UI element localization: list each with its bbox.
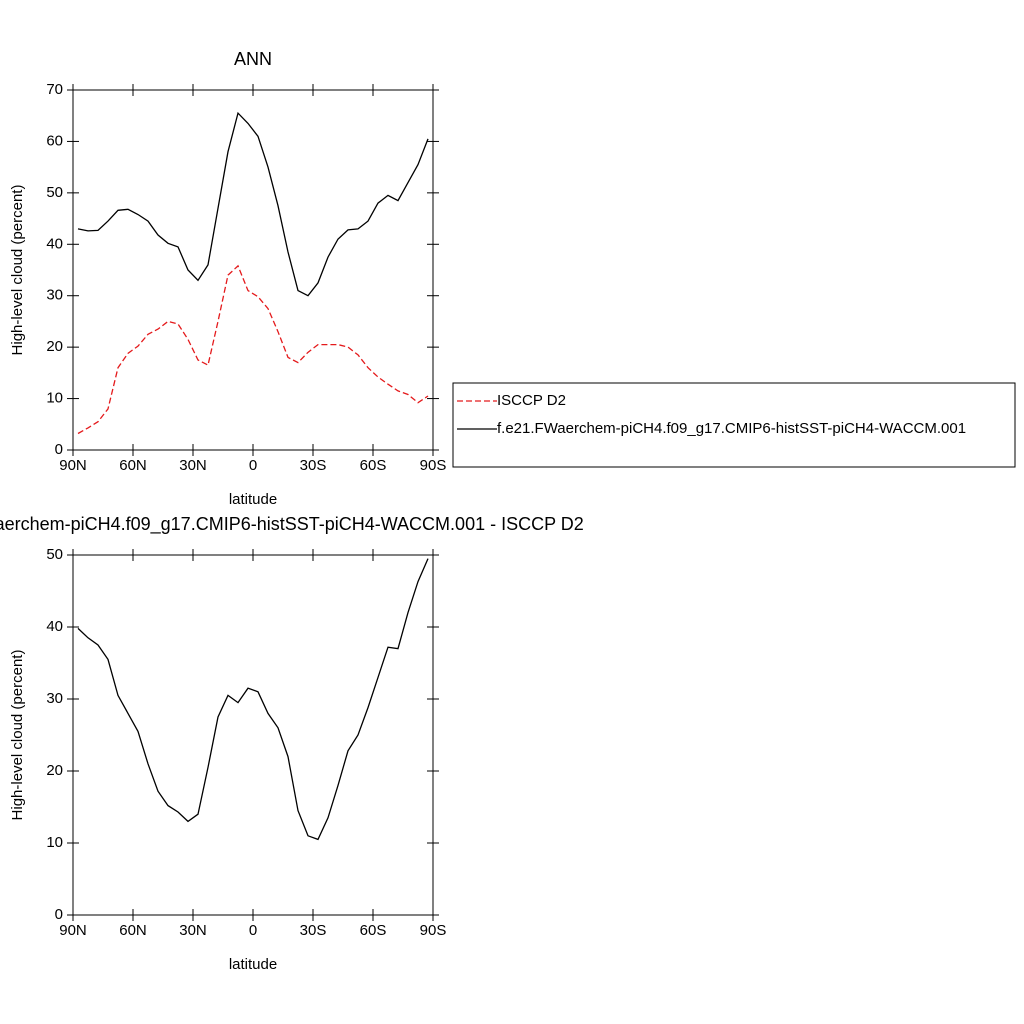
chart-title: f.e21.FWaerchem-piCH4.f09_g17.CMIP6-hist… [0,514,584,535]
x-tick-label: 60S [360,457,387,474]
x-tick-label: 30N [179,457,207,474]
y-tick-label: 30 [46,690,63,707]
x-tick-label: 90S [420,922,447,939]
y-tick-label: 70 [46,81,63,98]
legend-label: ISCCP D2 [497,392,566,409]
x-tick-label: 60N [119,457,147,474]
x-tick-label: 60S [360,922,387,939]
y-tick-label: 50 [46,546,63,563]
plot-frame [72,89,434,451]
x-tick-label: 0 [249,457,257,474]
y-tick-label: 0 [55,441,63,458]
legend-label: f.e21.FWaerchem-piCH4.f09_g17.CMIP6-hist… [497,420,966,437]
y-tick-label: 50 [46,184,63,201]
data-line [77,111,429,297]
y-tick-label: 20 [46,338,63,355]
data-line [77,264,429,435]
y-axis-label: High-level cloud (percent) [9,650,26,821]
y-axis-label: High-level cloud (percent) [9,185,26,356]
x-tick-label: 30S [300,922,327,939]
y-tick-label: 40 [46,618,63,635]
y-tick-label: 60 [46,132,63,149]
x-tick-label: 90S [420,457,447,474]
x-tick-label: 30N [179,922,207,939]
x-axis-label: latitude [229,491,277,508]
x-tick-label: 0 [249,922,257,939]
y-tick-label: 10 [46,390,63,407]
data-line [77,558,429,841]
x-tick-label: 90N [59,457,87,474]
x-tick-label: 90N [59,922,87,939]
x-tick-label: 30S [300,457,327,474]
x-tick-label: 60N [119,922,147,939]
chart-title: ANN [234,49,272,69]
legend-box [452,382,1016,468]
y-tick-label: 30 [46,287,63,304]
y-tick-label: 40 [46,235,63,252]
y-tick-label: 10 [46,834,63,851]
x-axis-label: latitude [229,956,277,973]
plot-frame [72,554,434,916]
y-tick-label: 20 [46,762,63,779]
y-tick-label: 0 [55,906,63,923]
